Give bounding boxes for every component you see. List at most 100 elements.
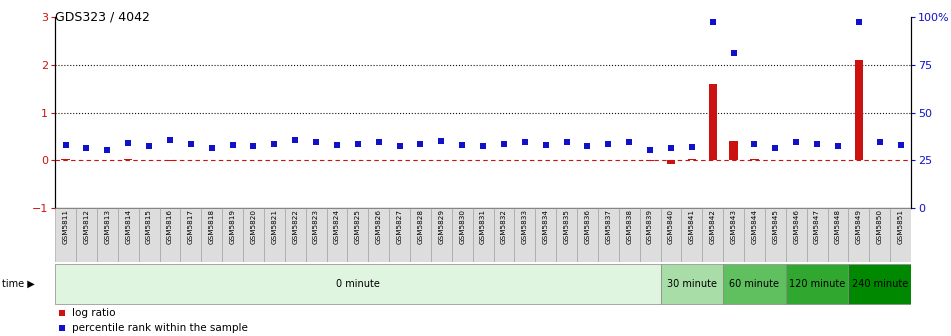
Text: GSM5847: GSM5847 (814, 209, 820, 244)
Point (517, 139, 533, 145)
Bar (729, 141, 738, 161)
Text: GSM5816: GSM5816 (167, 209, 173, 244)
Text: GSM5842: GSM5842 (709, 209, 716, 244)
Point (580, 143, 595, 149)
Point (601, 141, 616, 146)
Bar (667, 161, 675, 164)
Text: GSM5837: GSM5837 (606, 209, 611, 244)
Text: 0 minute: 0 minute (336, 279, 379, 289)
Bar (62, 160, 69, 161)
Bar (848, 208, 869, 262)
Point (538, 142, 553, 148)
Point (559, 139, 574, 145)
Point (58, 142, 73, 148)
Text: GSM5814: GSM5814 (126, 209, 131, 244)
Point (788, 139, 804, 145)
Point (350, 141, 365, 146)
Bar (723, 208, 744, 262)
Point (204, 145, 220, 150)
Point (747, 141, 762, 146)
Bar (848, 264, 911, 304)
Point (287, 138, 302, 143)
Point (496, 141, 512, 146)
Point (371, 139, 386, 145)
Text: GSM5815: GSM5815 (146, 209, 152, 244)
Point (664, 146, 679, 151)
Point (100, 147, 115, 153)
Text: GSM5813: GSM5813 (105, 209, 110, 244)
Bar (806, 208, 827, 262)
Bar (640, 208, 661, 262)
Text: time ▶: time ▶ (2, 279, 34, 289)
Bar (431, 208, 452, 262)
Text: GSM5849: GSM5849 (856, 209, 862, 244)
Bar (890, 208, 911, 262)
Text: GSM5823: GSM5823 (313, 209, 320, 244)
Bar (207, 160, 216, 161)
Bar (792, 160, 801, 161)
Bar (827, 208, 848, 262)
Bar (270, 160, 279, 161)
Bar (223, 208, 243, 262)
Text: GSM5811: GSM5811 (63, 209, 68, 244)
Point (476, 143, 491, 149)
Bar (347, 208, 368, 262)
Text: GSM5845: GSM5845 (772, 209, 778, 244)
Point (622, 139, 637, 145)
Bar (771, 160, 780, 161)
Bar (765, 208, 786, 262)
Bar (682, 208, 702, 262)
Text: log ratio: log ratio (72, 308, 116, 318)
Point (308, 139, 323, 145)
Bar (326, 208, 347, 262)
Point (455, 142, 470, 148)
Point (413, 141, 428, 146)
Point (225, 142, 241, 148)
Text: GSM5838: GSM5838 (627, 209, 632, 244)
Bar (139, 208, 160, 262)
Point (329, 142, 344, 148)
Bar (869, 208, 890, 262)
Text: GSM5833: GSM5833 (522, 209, 528, 244)
Text: GSM5829: GSM5829 (438, 209, 444, 244)
Bar (813, 160, 822, 161)
Point (685, 144, 700, 150)
Bar (181, 208, 202, 262)
Text: percentile rank within the sample: percentile rank within the sample (72, 324, 248, 333)
Point (79, 146, 94, 151)
Point (121, 140, 136, 145)
Text: GSM5817: GSM5817 (188, 209, 194, 244)
Bar (118, 208, 139, 262)
Text: GSM5820: GSM5820 (250, 209, 257, 244)
Bar (786, 208, 806, 262)
Point (54, 310, 69, 316)
Bar (661, 208, 682, 262)
Text: 30 minute: 30 minute (667, 279, 717, 289)
Bar (55, 208, 76, 262)
Bar (243, 208, 264, 262)
Bar (333, 160, 341, 161)
Point (726, 50, 741, 55)
Bar (452, 208, 473, 262)
Text: GSM5851: GSM5851 (898, 209, 903, 244)
Point (434, 139, 449, 144)
Text: GSM5826: GSM5826 (376, 209, 381, 244)
Point (872, 139, 887, 145)
Bar (55, 264, 661, 304)
Point (643, 147, 658, 153)
Bar (744, 208, 765, 262)
Bar (514, 208, 535, 262)
Bar (834, 160, 843, 161)
Text: GSM5822: GSM5822 (292, 209, 299, 244)
Point (893, 142, 908, 148)
Point (246, 143, 262, 149)
Text: GSM5812: GSM5812 (84, 209, 89, 244)
Bar (702, 208, 723, 262)
Text: GSM5819: GSM5819 (229, 209, 236, 244)
Bar (897, 160, 904, 161)
Text: GSM5818: GSM5818 (208, 209, 215, 244)
Point (266, 141, 281, 146)
Bar (160, 208, 181, 262)
Text: GDS323 / 4042: GDS323 / 4042 (55, 10, 150, 23)
Text: GSM5831: GSM5831 (480, 209, 486, 244)
